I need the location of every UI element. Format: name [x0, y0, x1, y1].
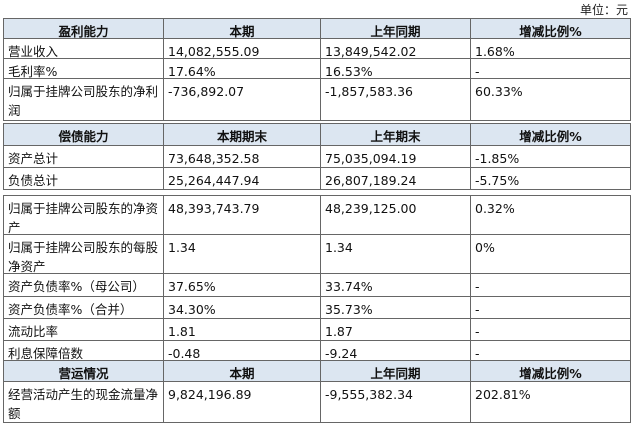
table-cell: 75,035,094.19	[320, 145, 471, 168]
table-cell: 1.81	[163, 318, 321, 341]
table-cell: 归属于挂牌公司股东的净利润	[3, 78, 164, 121]
table-cell: 17.64%	[163, 58, 321, 79]
table-cell: 33.74%	[320, 273, 471, 297]
table-cell: 16.53%	[320, 58, 471, 79]
header-cell: 本期	[163, 360, 321, 382]
table-cell: 0.32%	[470, 195, 631, 235]
header-cell: 本期	[163, 18, 321, 39]
table-cell: 负债总计	[3, 167, 164, 190]
table-cell: 37.65%	[163, 273, 321, 297]
header-cell: 增减比例%	[470, 123, 631, 146]
table-cell: 1.68%	[470, 38, 631, 59]
table-cell: -	[470, 318, 631, 341]
table-cell: -0.48	[163, 340, 321, 361]
header-cell: 增减比例%	[470, 18, 631, 39]
table-cell: 202.81%	[470, 381, 631, 423]
table-cell: -1.85%	[470, 145, 631, 168]
table-cell: 9,824,196.89	[163, 381, 321, 423]
table-cell: 34.30%	[163, 296, 321, 319]
table-cell: 营业收入	[3, 38, 164, 59]
table-cell: 利息保障倍数	[3, 340, 164, 361]
table-cell: -	[470, 58, 631, 79]
header-cell: 本期期末	[163, 123, 321, 146]
table-cell: 毛利率%	[3, 58, 164, 79]
header-cell: 营运情况	[3, 360, 164, 382]
table-cell: 流动比率	[3, 318, 164, 341]
table-cell: 26,807,189.24	[320, 167, 471, 190]
table-cell: 资产总计	[3, 145, 164, 168]
table-cell: 归属于挂牌公司股东的每股净资产	[3, 234, 164, 274]
table-cell: 经营活动产生的现金流量净额	[3, 381, 164, 423]
table-cell: -5.75%	[470, 167, 631, 190]
table-cell: 1.34	[163, 234, 321, 274]
table-cell: 0%	[470, 234, 631, 274]
table-cell: -	[470, 273, 631, 297]
table-cell: 35.73%	[320, 296, 471, 319]
table-cell: -736,892.07	[163, 78, 321, 121]
table-cell: 13,849,542.02	[320, 38, 471, 59]
table-cell: -1,857,583.36	[320, 78, 471, 121]
table-cell: -	[470, 340, 631, 361]
table-cell: 73,648,352.58	[163, 145, 321, 168]
table-cell: 14,082,555.09	[163, 38, 321, 59]
table-cell: -9,555,382.34	[320, 381, 471, 423]
header-cell: 增减比例%	[470, 360, 631, 382]
unit-label: 单位：元	[579, 3, 628, 17]
header-cell: 上年期末	[320, 123, 471, 146]
table-cell: 1.87	[320, 318, 471, 341]
header-cell: 上年同期	[320, 360, 471, 382]
header-cell: 盈利能力	[3, 18, 164, 39]
table-cell: 60.33%	[470, 78, 631, 121]
table-cell: 归属于挂牌公司股东的净资产	[3, 195, 164, 235]
table-cell: -9.24	[320, 340, 471, 361]
table-cell: 48,239,125.00	[320, 195, 471, 235]
table-cell: 资产负债率%（合并）	[3, 296, 164, 319]
header-cell: 上年同期	[320, 18, 471, 39]
table-cell: -	[470, 296, 631, 319]
table-cell: 资产负债率%（母公司）	[3, 273, 164, 297]
table-cell: 25,264,447.94	[163, 167, 321, 190]
header-cell: 偿债能力	[3, 123, 164, 146]
table-cell: 48,393,743.79	[163, 195, 321, 235]
table-cell: 1.34	[320, 234, 471, 274]
